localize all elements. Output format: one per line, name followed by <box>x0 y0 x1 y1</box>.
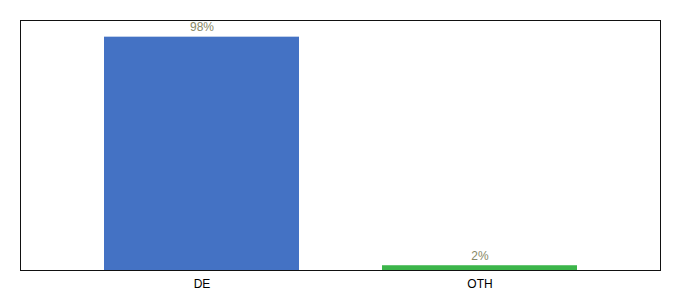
svg-text:2%: 2% <box>471 249 489 263</box>
svg-text:98%: 98% <box>190 20 214 34</box>
svg-text:OTH: OTH <box>467 277 492 291</box>
svg-text:DE: DE <box>194 277 211 291</box>
